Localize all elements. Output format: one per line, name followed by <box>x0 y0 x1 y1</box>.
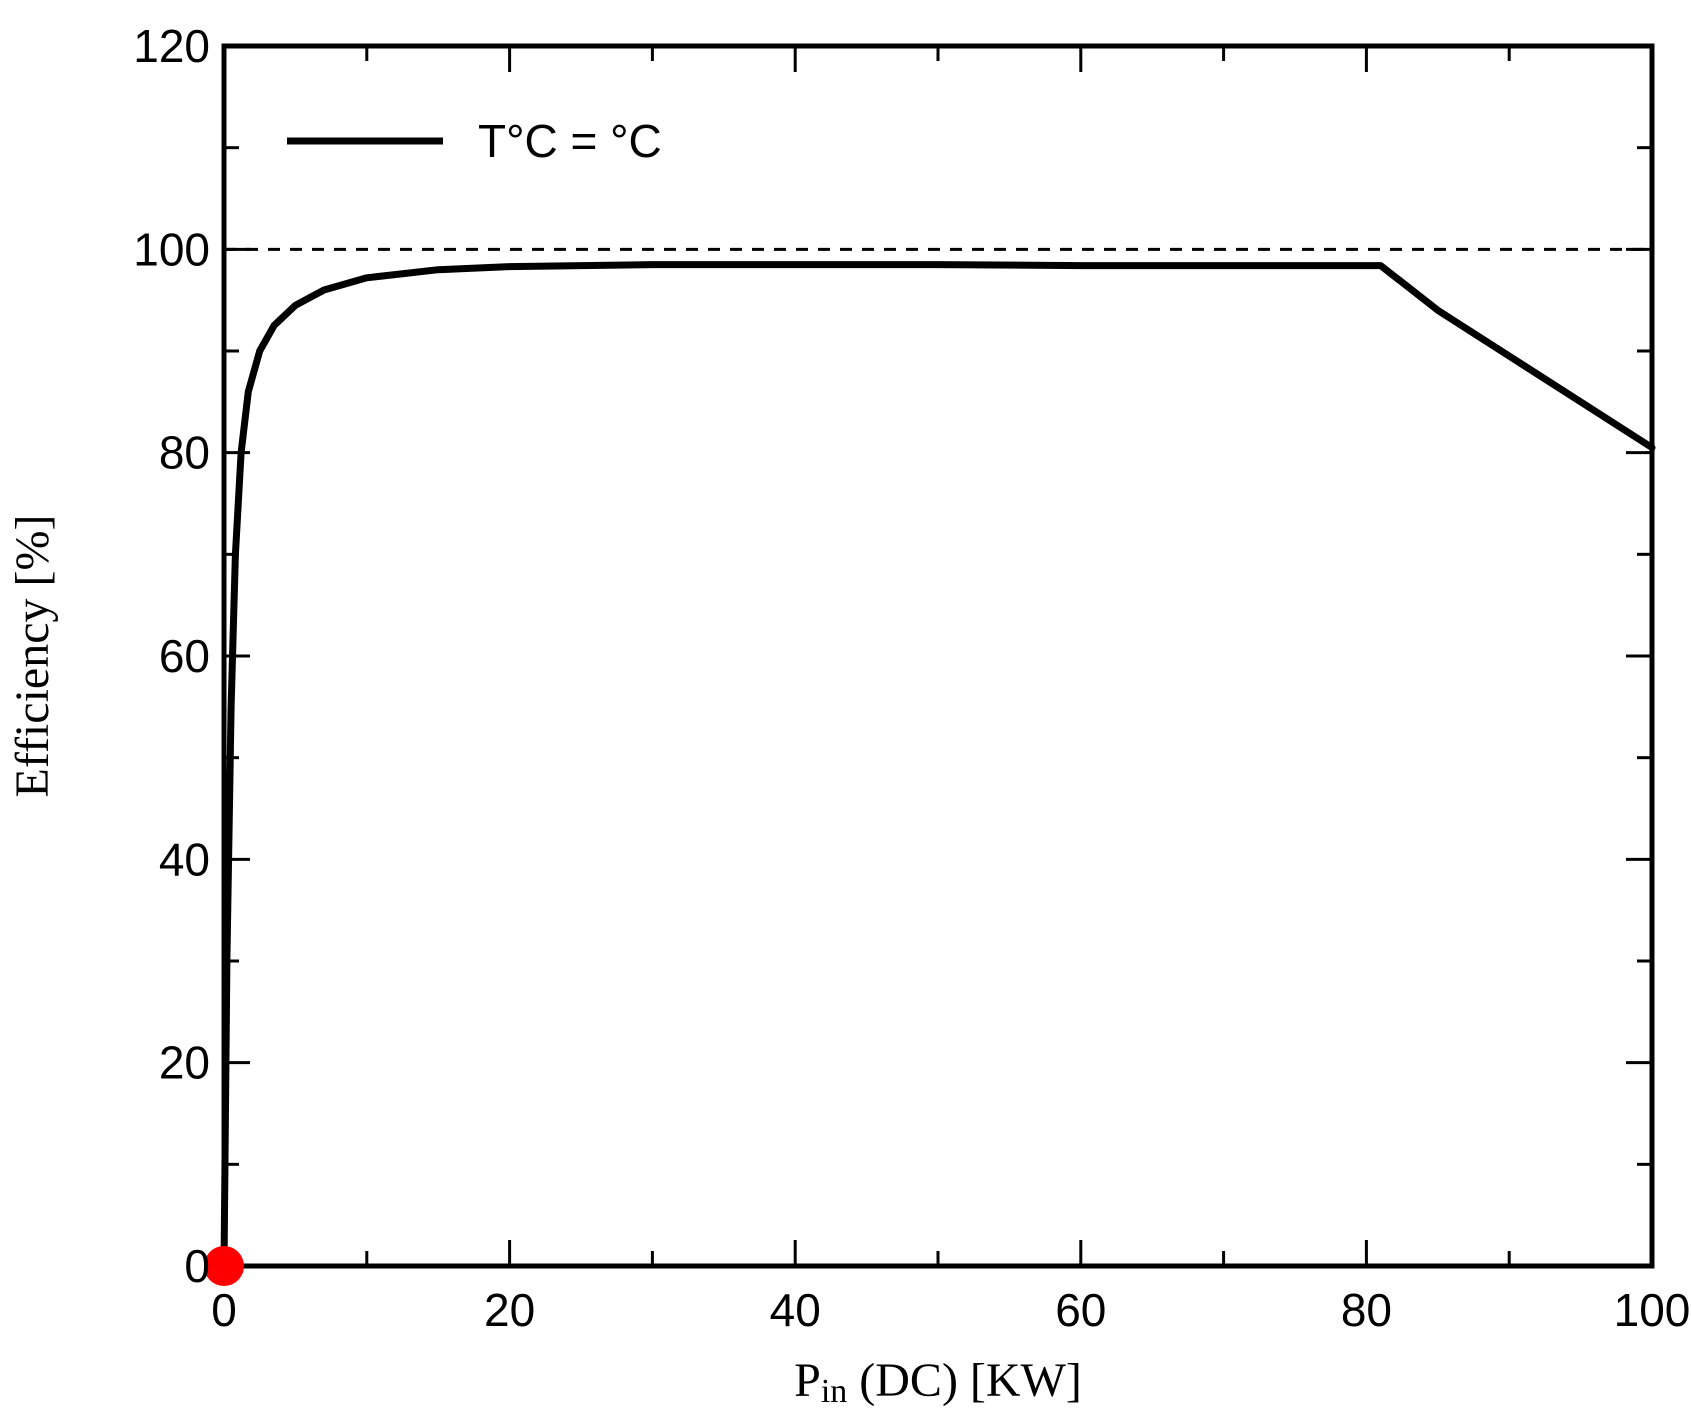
y-tick-label: 80 <box>159 427 210 479</box>
origin-marker <box>204 1246 244 1286</box>
x-axis-title-sub: in <box>821 1373 847 1410</box>
x-axis-title: Pin (DC) [KW] <box>794 1354 1082 1410</box>
legend-label: T°C = °C <box>478 115 662 167</box>
x-tick-label: 80 <box>1341 1284 1392 1336</box>
x-tick-label: 60 <box>1055 1284 1106 1336</box>
tick-labels: 0 20 40 60 80 100 0 20 40 60 80 100 120 <box>133 20 1690 1336</box>
series-group <box>220 261 1656 1270</box>
x-axis-title-rest: (DC) [KW] <box>847 1354 1082 1407</box>
y-tick-label: 20 <box>159 1037 210 1089</box>
x-tick-label: 0 <box>211 1284 237 1336</box>
y-tick-label: 100 <box>133 223 210 275</box>
x-tick-label: 40 <box>770 1284 821 1336</box>
y-tick-label: 120 <box>133 20 210 72</box>
y-tick-label: 40 <box>159 833 210 885</box>
y-tick-label: 0 <box>184 1240 210 1292</box>
x-axis-title-main: P <box>794 1354 821 1407</box>
y-axis-title: Efficiency [%] <box>6 515 59 798</box>
x-tick-label: 20 <box>484 1284 535 1336</box>
x-tick-label: 100 <box>1614 1284 1691 1336</box>
legend: T°C = °C <box>287 115 662 167</box>
marker-group <box>204 1246 244 1286</box>
y-tick-label: 60 <box>159 630 210 682</box>
series-line <box>220 261 1656 1270</box>
plot-frame <box>221 43 1655 1269</box>
